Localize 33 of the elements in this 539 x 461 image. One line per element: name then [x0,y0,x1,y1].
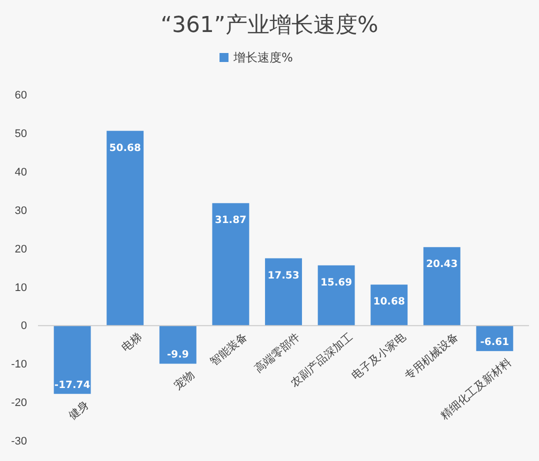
y-tick-label: -10 [11,358,27,371]
bar [212,203,250,326]
x-tick-label: 智能装备 [208,330,250,368]
data-label: -9.9 [166,350,189,361]
bar [159,326,196,364]
bar [265,258,302,326]
bar [318,265,355,326]
y-tick-label: 60 [14,90,27,102]
y-tick-label: -30 [11,436,27,448]
data-label: 10.68 [373,296,405,308]
x-tick-label: 宠物 [172,368,197,392]
bar [54,326,91,394]
legend-label: 增长速度% [232,50,293,64]
data-label: 31.87 [214,215,247,226]
data-label: 15.69 [320,277,352,288]
x-tick-label: 电梯 [118,330,144,354]
data-label: 50.68 [109,142,141,154]
data-label: -17.74 [54,380,90,391]
y-tick-label: 0 [20,320,27,332]
y-tick-label: 20 [14,243,27,256]
bar [423,247,460,326]
x-tick-label: 精细化工及新材料 [438,356,514,422]
data-label: 20.43 [426,259,458,270]
y-tick-label: -20 [11,397,27,410]
x-tick-label: 健身 [66,398,92,422]
bar [106,130,144,326]
chart-title: “361”产业增长速度% [160,13,378,38]
data-label: 17.53 [268,270,300,282]
y-tick-label: 50 [14,128,27,140]
y-tick-label: 10 [14,282,27,294]
data-label: -6.61 [480,337,510,348]
y-tick-label: 30 [14,204,27,217]
y-tick-label: 40 [14,166,27,178]
